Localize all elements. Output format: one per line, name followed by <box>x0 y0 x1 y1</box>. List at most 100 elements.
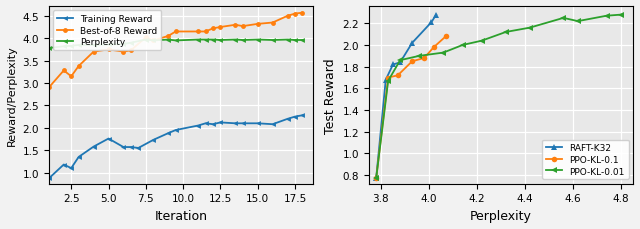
Legend: Training Reward, Best-of-8 Reward, Perplexity: Training Reward, Best-of-8 Reward, Perpl… <box>53 11 161 51</box>
Best-of-8 Reward <box>142 37 150 40</box>
Perplexity <box>67 45 75 48</box>
Best-of-8 Reward <box>90 51 97 54</box>
Perplexity <box>172 40 179 43</box>
Best-of-8 Reward <box>209 28 217 31</box>
RAFT-K32 <box>396 62 404 64</box>
RAFT-K32 <box>382 79 390 82</box>
PPO-KL-0.01 <box>396 60 404 62</box>
Best-of-8 Reward <box>239 26 246 28</box>
Perplexity <box>284 39 291 42</box>
Perplexity <box>254 39 262 42</box>
Perplexity <box>194 39 202 42</box>
Training Reward <box>291 116 299 118</box>
Perplexity <box>75 44 83 47</box>
X-axis label: Iteration: Iteration <box>154 209 207 222</box>
Perplexity <box>45 47 52 50</box>
Training Reward <box>194 125 202 127</box>
PPO-KL-0.1 <box>430 46 438 49</box>
Perplexity <box>127 42 135 45</box>
RAFT-K32 <box>408 42 416 45</box>
Training Reward <box>232 122 239 125</box>
Perplexity <box>90 44 97 47</box>
Perplexity <box>216 39 224 42</box>
Training Reward <box>172 129 179 132</box>
Training Reward <box>75 156 83 159</box>
Training Reward <box>269 123 276 126</box>
PPO-KL-0.01 <box>459 44 467 47</box>
Training Reward <box>254 122 262 125</box>
RAFT-K32 <box>433 14 440 17</box>
PPO-KL-0.1 <box>385 77 392 79</box>
PPO-KL-0.01 <box>415 55 423 58</box>
PPO-KL-0.1 <box>420 57 428 60</box>
Perplexity <box>299 39 307 42</box>
Line: Perplexity: Perplexity <box>47 38 305 51</box>
Perplexity <box>239 39 246 42</box>
Best-of-8 Reward <box>284 15 291 18</box>
Legend: RAFT-K32, PPO-KL-0.1, PPO-KL-0.01: RAFT-K32, PPO-KL-0.1, PPO-KL-0.01 <box>543 140 628 180</box>
PPO-KL-0.1 <box>442 36 450 38</box>
Perplexity <box>105 44 113 47</box>
Best-of-8 Reward <box>202 31 209 34</box>
Training Reward <box>90 146 97 148</box>
X-axis label: Perplexity: Perplexity <box>470 209 532 222</box>
Y-axis label: Reward/Perplexity: Reward/Perplexity <box>7 45 17 146</box>
Best-of-8 Reward <box>232 24 239 27</box>
PPO-KL-0.01 <box>478 40 486 43</box>
Line: RAFT-K32: RAFT-K32 <box>373 13 439 181</box>
PPO-KL-0.01 <box>559 17 567 20</box>
Line: PPO-KL-0.01: PPO-KL-0.01 <box>373 13 624 181</box>
Training Reward <box>150 139 157 142</box>
Training Reward <box>60 164 68 166</box>
PPO-KL-0.1 <box>372 177 380 180</box>
Training Reward <box>202 122 209 125</box>
Training Reward <box>105 138 113 140</box>
Training Reward <box>134 147 142 150</box>
Best-of-8 Reward <box>60 70 68 73</box>
Training Reward <box>299 114 307 117</box>
Perplexity <box>60 46 68 48</box>
Best-of-8 Reward <box>299 12 307 15</box>
Perplexity <box>150 40 157 43</box>
Best-of-8 Reward <box>194 31 202 34</box>
PPO-KL-0.01 <box>372 177 380 180</box>
Perplexity <box>209 39 217 42</box>
Best-of-8 Reward <box>150 40 157 43</box>
Training Reward <box>67 167 75 170</box>
Best-of-8 Reward <box>164 35 172 38</box>
Line: PPO-KL-0.1: PPO-KL-0.1 <box>373 34 449 181</box>
Best-of-8 Reward <box>269 22 276 25</box>
RAFT-K32 <box>372 177 380 180</box>
Best-of-8 Reward <box>172 31 179 34</box>
PPO-KL-0.01 <box>440 52 447 55</box>
Best-of-8 Reward <box>67 76 75 78</box>
Training Reward <box>216 122 224 124</box>
Best-of-8 Reward <box>127 50 135 52</box>
Best-of-8 Reward <box>291 13 299 16</box>
Training Reward <box>239 122 246 125</box>
PPO-KL-0.01 <box>385 80 392 83</box>
Perplexity <box>142 39 150 42</box>
Perplexity <box>269 39 276 42</box>
Best-of-8 Reward <box>216 27 224 29</box>
Training Reward <box>127 146 135 149</box>
Line: Best-of-8 Reward: Best-of-8 Reward <box>47 11 305 90</box>
Line: Training Reward: Training Reward <box>47 113 305 181</box>
Training Reward <box>120 146 127 149</box>
PPO-KL-0.1 <box>394 75 402 77</box>
PPO-KL-0.01 <box>617 14 625 17</box>
Perplexity <box>164 39 172 42</box>
Perplexity <box>120 44 127 46</box>
Training Reward <box>209 123 217 126</box>
Best-of-8 Reward <box>120 51 127 54</box>
RAFT-K32 <box>389 64 397 67</box>
PPO-KL-0.1 <box>408 61 416 63</box>
Training Reward <box>164 132 172 135</box>
Best-of-8 Reward <box>45 87 52 90</box>
Best-of-8 Reward <box>75 65 83 68</box>
Best-of-8 Reward <box>254 23 262 26</box>
PPO-KL-0.01 <box>502 31 509 34</box>
Perplexity <box>232 39 239 42</box>
PPO-KL-0.01 <box>574 21 582 23</box>
Y-axis label: Test Reward: Test Reward <box>324 58 337 133</box>
